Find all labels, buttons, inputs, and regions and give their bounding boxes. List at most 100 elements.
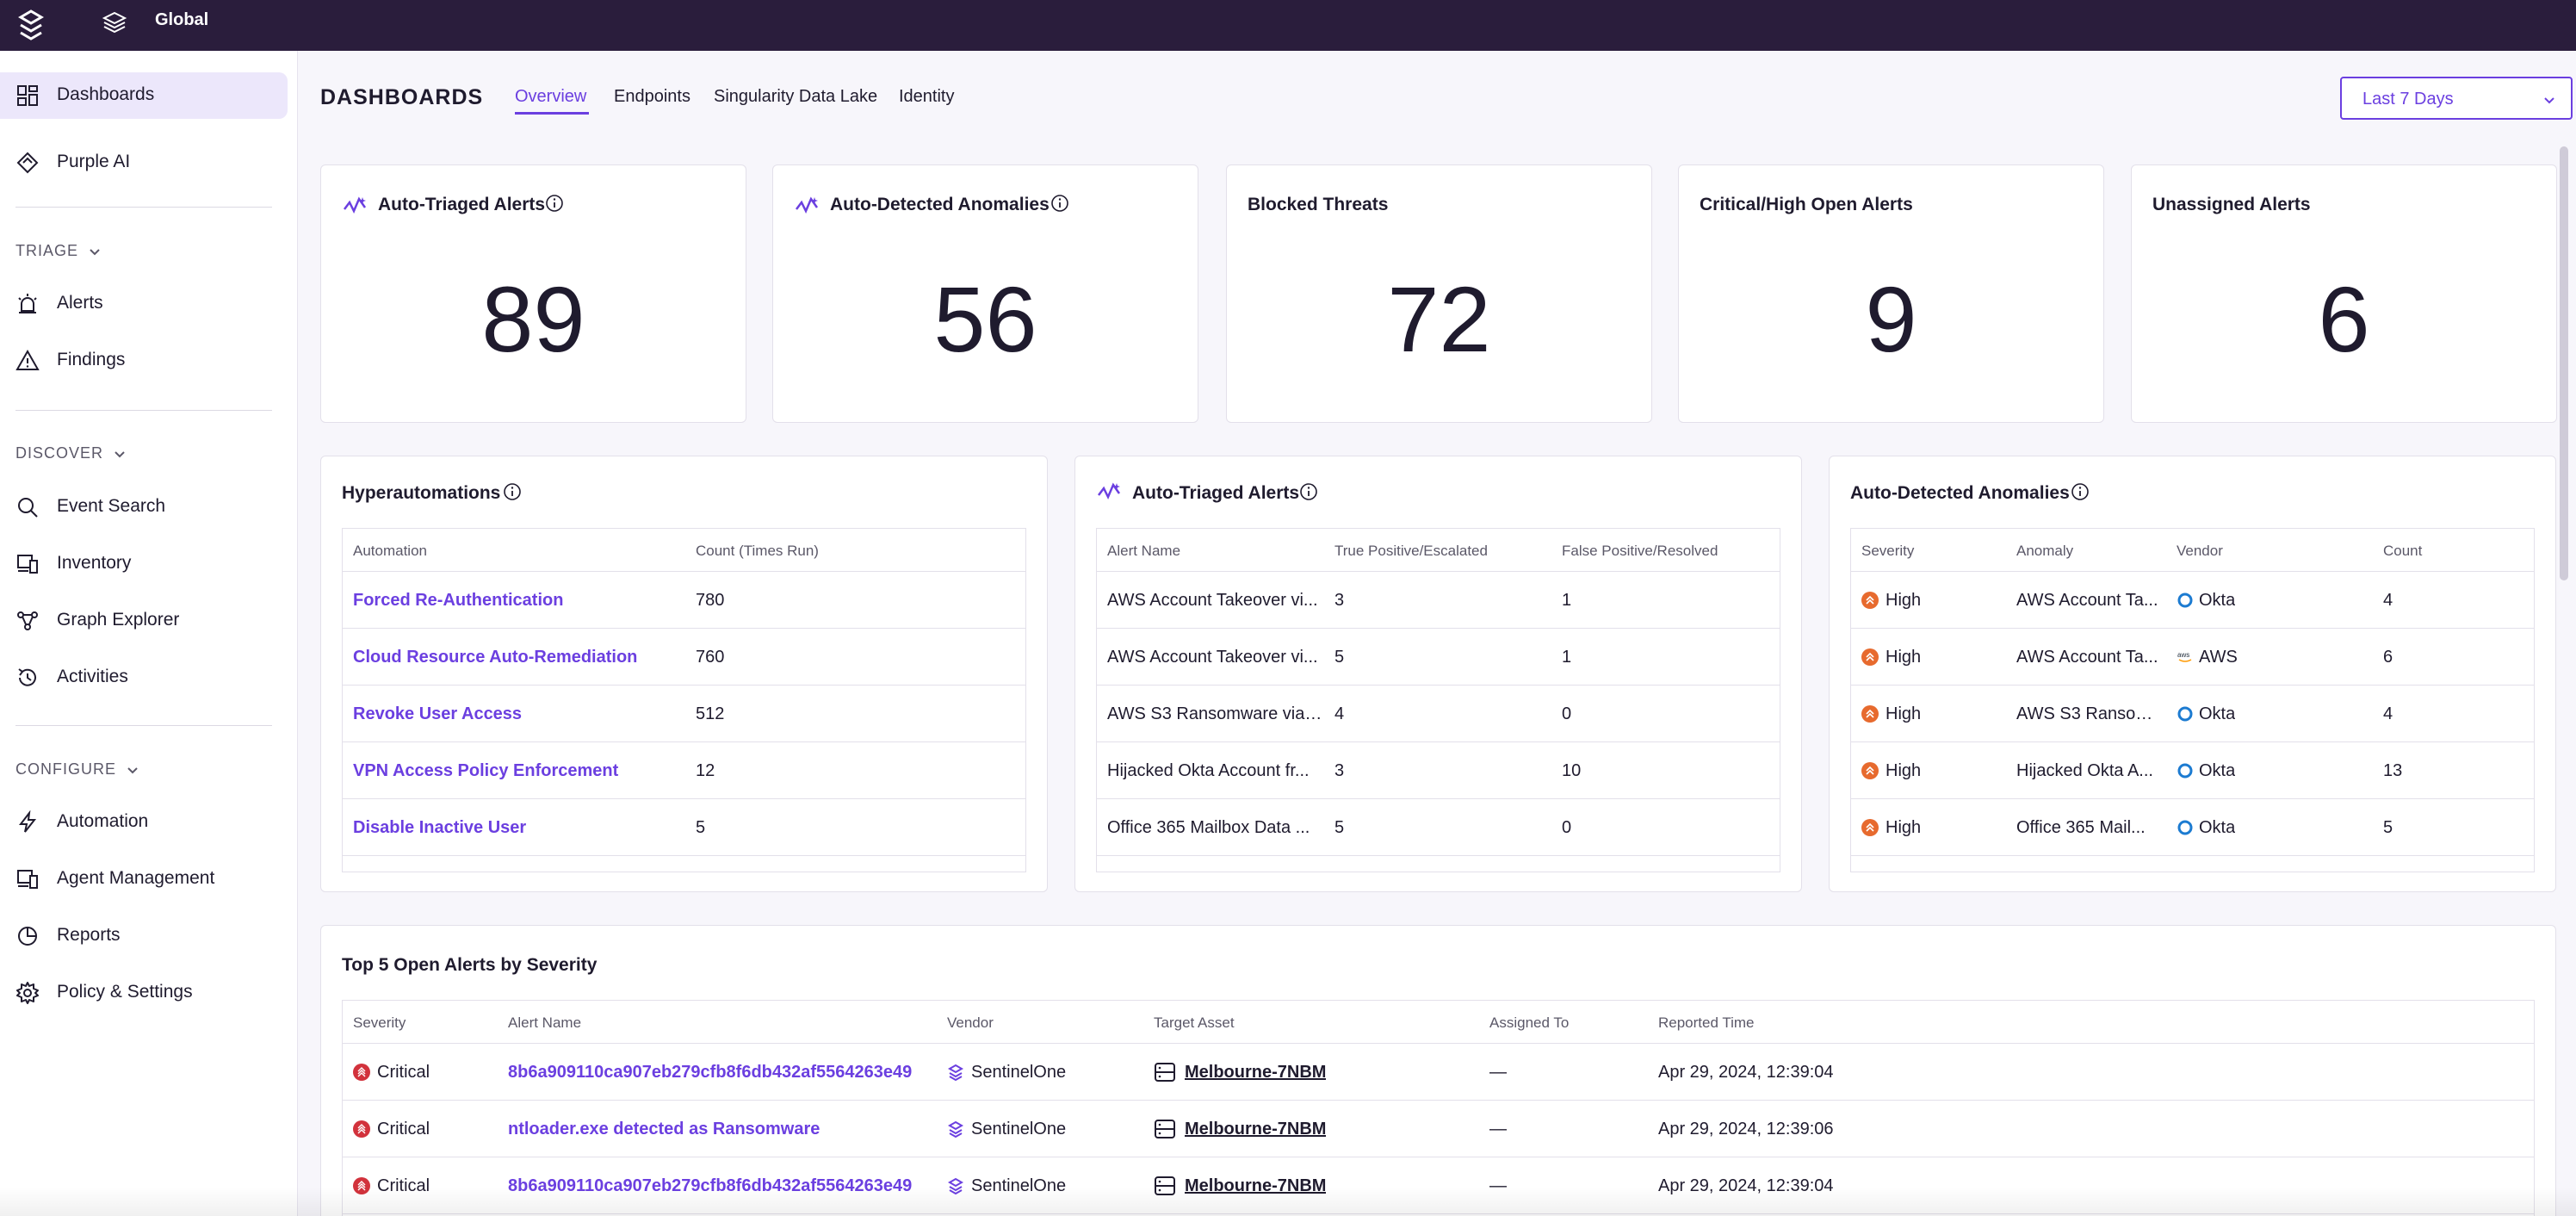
table-row[interactable]: Critical ntloader.exe detected as Ransom… — [343, 1101, 2534, 1157]
sidebar-item-label: Event Search — [57, 496, 166, 516]
automation-link[interactable]: VPN Access Policy Enforcement — [353, 761, 619, 780]
column-header[interactable]: True Positive/Escalated — [1334, 543, 1488, 559]
table-row[interactable]: AWS Account Takeover vi... 3 1 — [1097, 572, 1780, 629]
card-title: Auto-Detected Anomalies — [830, 195, 1050, 214]
vendor-name: SentinelOne — [971, 1063, 1067, 1082]
table-row[interactable]: High AWS Account Ta... aws AWS 6 — [1851, 629, 2534, 686]
column-header[interactable]: Count (Times Run) — [696, 543, 819, 559]
tab-singularity-data-lake[interactable]: Singularity Data Lake — [714, 87, 878, 106]
sentinelone-logo-icon[interactable] — [17, 9, 45, 41]
high-severity-icon — [1861, 592, 1879, 609]
info-icon[interactable] — [1050, 194, 1069, 213]
info-icon[interactable] — [545, 194, 564, 213]
automation-link[interactable]: Forced Re-Authentication — [353, 591, 564, 610]
table-row[interactable]: Critical 8b6a909110ca907eb279cfb8f6db432… — [343, 1157, 2534, 1214]
info-icon[interactable] — [2071, 482, 2090, 501]
info-icon[interactable] — [1299, 482, 1318, 501]
table-row[interactable]: High AWS S3 Ransom... Okta 4 — [1851, 686, 2534, 742]
stat-card-unassigned: Unassigned Alerts 6 — [2131, 164, 2557, 423]
table-row[interactable]: High AWS Account Ta... Okta 4 — [1851, 572, 2534, 629]
table-row[interactable]: Disable Inactive User 5 — [343, 799, 1025, 856]
panel-title: Hyperautomations — [342, 483, 501, 503]
info-icon[interactable] — [503, 482, 522, 501]
table-row[interactable]: Cloud Resource Auto-Remediation 760 — [343, 629, 1025, 686]
column-header[interactable]: False Positive/Resolved — [1562, 543, 1718, 559]
sidebar-item-policy-settings[interactable]: Policy & Settings — [0, 970, 288, 1016]
column-header[interactable]: Alert Name — [1107, 543, 1181, 559]
sidebar-item-findings[interactable]: Findings — [0, 338, 288, 384]
table-row[interactable]: Office 365 Mailbox Data ... 5 0 — [1097, 799, 1780, 856]
sidebar-item-purple-ai[interactable]: Purple AI — [0, 140, 288, 186]
page-scrollbar[interactable] — [2560, 146, 2568, 580]
alert-name-link[interactable]: 8b6a909110ca907eb279cfb8f6db432af5564263… — [508, 1063, 913, 1082]
table-row[interactable]: Hijacked Okta Account fr... 3 10 — [1097, 742, 1780, 799]
tab-endpoints[interactable]: Endpoints — [614, 87, 690, 106]
anomaly-count: 6 — [2383, 648, 2393, 667]
warning-icon — [15, 349, 40, 370]
automation-link[interactable]: Cloud Resource Auto-Remediation — [353, 648, 638, 667]
layers-icon[interactable] — [102, 9, 127, 35]
column-header[interactable]: Automation — [353, 543, 427, 559]
sidebar-item-alerts[interactable]: Alerts — [0, 281, 288, 327]
section-triage[interactable]: TRIAGE — [15, 242, 102, 260]
tab-overview[interactable]: Overview — [515, 87, 587, 106]
high-severity-icon — [1861, 819, 1879, 836]
column-header[interactable]: Count — [2383, 543, 2423, 559]
anomaly-count: 13 — [2383, 761, 2403, 780]
alert-name-link[interactable]: 8b6a909110ca907eb279cfb8f6db432af5564263… — [508, 1176, 913, 1195]
table-row[interactable]: Forced Re-Authentication 780 — [343, 572, 1025, 629]
sidebar: Dashboards Purple AI TRIAGE Alerts Findi… — [0, 51, 298, 1216]
table-row[interactable]: High Hijacked Okta A... Okta 13 — [1851, 742, 2534, 799]
table-row[interactable]: High Office 365 Mail... Okta 5 — [1851, 799, 2534, 856]
high-severity-icon — [1861, 762, 1879, 779]
gear-icon — [16, 982, 39, 1004]
sidebar-item-agent-management[interactable]: Agent Management — [0, 856, 288, 903]
table-row[interactable]: Revoke User Access 512 — [343, 686, 1025, 742]
column-header[interactable]: Severity — [1861, 543, 1915, 559]
section-label: CONFIGURE — [15, 760, 116, 778]
aws-icon: aws — [2177, 651, 2192, 662]
chevron-down-icon — [90, 248, 100, 255]
column-header[interactable]: Target Asset — [1154, 1014, 1235, 1031]
devices-icon — [17, 555, 38, 574]
section-discover[interactable]: DISCOVER — [15, 444, 127, 462]
ai-sparkle-icon — [796, 196, 819, 214]
reported-time: Apr 29, 2024, 12:39:04 — [1658, 1063, 1834, 1082]
automation-link[interactable]: Revoke User Access — [353, 704, 523, 723]
table-row[interactable]: AWS Account Takeover vi... 5 1 — [1097, 629, 1780, 686]
tab-identity[interactable]: Identity — [899, 87, 955, 106]
section-configure[interactable]: CONFIGURE — [15, 760, 140, 779]
time-range-select[interactable]: Last 7 Days — [2340, 77, 2573, 120]
sidebar-item-label: Dashboards — [57, 84, 155, 104]
card-value: 6 — [2318, 267, 2370, 371]
sidebar-item-dashboards[interactable]: Dashboards — [0, 72, 288, 119]
sidebar-item-graph-explorer[interactable]: Graph Explorer — [0, 598, 288, 644]
alert-name-link[interactable]: ntloader.exe detected as Ransomware — [508, 1120, 820, 1138]
scope-selector[interactable]: Global — [155, 10, 209, 29]
column-header[interactable]: Reported Time — [1658, 1014, 1755, 1031]
table-row[interactable]: VPN Access Policy Enforcement 12 — [343, 742, 1025, 799]
column-header[interactable]: Vendor — [2177, 543, 2223, 559]
sidebar-item-reports[interactable]: Reports — [0, 913, 288, 959]
sidebar-item-label: Purple AI — [57, 152, 131, 171]
okta-icon — [2177, 706, 2193, 722]
column-header[interactable]: Assigned To — [1489, 1014, 1570, 1031]
column-header[interactable]: Anomaly — [2016, 543, 2074, 559]
sidebar-item-activities[interactable]: Activities — [0, 655, 288, 701]
column-header[interactable]: Alert Name — [508, 1014, 582, 1031]
sidebar-item-automation[interactable]: Automation — [0, 799, 288, 846]
target-asset-link[interactable]: Melbourne-7NBM — [1185, 1063, 1327, 1082]
bottom-fade — [0, 1187, 2576, 1216]
alarm-icon — [18, 294, 37, 313]
sentinelone-icon — [947, 1064, 964, 1081]
table-row[interactable]: AWS S3 Ransomware via ... 4 0 — [1097, 686, 1780, 742]
sidebar-item-event-search[interactable]: Event Search — [0, 484, 288, 530]
assigned-to: — — [1489, 1063, 1507, 1082]
severity-label: Critical — [377, 1063, 430, 1082]
target-asset-link[interactable]: Melbourne-7NBM — [1185, 1120, 1327, 1138]
automation-link[interactable]: Disable Inactive User — [353, 818, 527, 837]
table-row[interactable]: Critical 8b6a909110ca907eb279cfb8f6db432… — [343, 1044, 2534, 1101]
column-header[interactable]: Severity — [353, 1014, 406, 1031]
column-header[interactable]: Vendor — [947, 1014, 994, 1031]
sidebar-item-inventory[interactable]: Inventory — [0, 541, 288, 587]
